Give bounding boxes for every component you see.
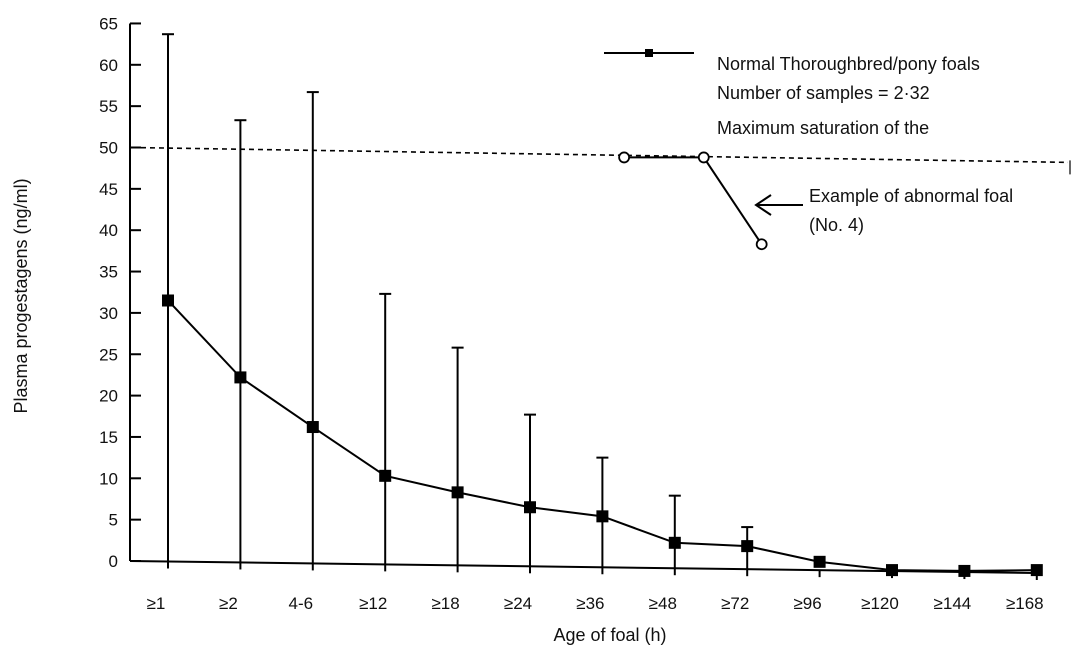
reference-line [131,146,1071,175]
x-tick-label: ≥36 [576,594,604,613]
y-tick-label: 30 [99,304,118,323]
y-tick-label: 65 [99,14,118,33]
x-tick-label: ≥144 [934,594,972,613]
normal-series-point [668,536,681,549]
y-tick-label: 10 [99,469,118,488]
x-tick-label: ≥48 [649,594,677,613]
normal-series-point [451,486,464,499]
normal-series-point [524,501,536,514]
y-axis-title: Plasma progestagens (ng/ml) [11,178,31,413]
x-axis-title: Age of foal (h) [553,625,666,645]
normal-series-point [162,294,174,307]
legend-marker [645,49,653,57]
saturation-reference-line [131,146,1069,164]
y-tick-label: 25 [99,345,118,364]
x-tick-label: ≥120 [861,594,899,613]
y-tick-label: 40 [99,221,118,240]
normal-series-point [1030,564,1043,577]
normal-series-point [234,371,247,384]
x-tick-label: ≥96 [793,594,821,613]
y-tick-label: 50 [99,139,118,158]
normal-series-point [886,564,898,577]
y-tick-label: 5 [109,511,118,530]
x-tick-label: ≥2 [219,594,238,613]
y-tick-label: 35 [99,263,118,282]
x-tick-label: ≥18 [431,594,459,613]
y-tick-label: 60 [99,56,118,75]
normal-series-point [958,564,971,577]
normal-series-point [813,555,826,568]
abnormal-series-point [618,151,631,164]
normal-series-point [379,469,392,482]
x-tick-label: ≥168 [1006,594,1044,613]
legend-saturation-label: Maximum saturation of the [717,118,929,138]
normal-series-point [741,540,754,553]
normal-series-point [596,510,609,523]
x-tick-label: 4-6 [289,594,314,613]
normal-series-point [306,421,319,434]
axes [129,22,1038,581]
annotation-arrow-head [754,194,772,216]
legend-sample-count: Number of samples = 2·32 [717,83,930,103]
x-tick-label: ≥72 [721,594,749,613]
y-tick-label: 45 [99,180,118,199]
abnormal-series-line [624,156,763,245]
abnormal-series-point [697,151,710,164]
abnormal-annotation: Example of abnormal foal (No. 4) [754,186,1013,235]
x-axis-line [129,560,1037,574]
x-tick-label: ≥1 [147,594,166,613]
annotation-line-1: Example of abnormal foal [809,186,1013,206]
annotation-line-2: (No. 4) [809,215,864,235]
markers [162,151,1043,577]
y-tick-label: 55 [99,97,118,116]
x-tick-label: ≥12 [359,594,387,613]
legend-series-label: Normal Thoroughbred/pony foals [717,54,980,74]
tick-labels: 0 5 10 15 20 25 30 35 40 45 50 55 60 65 ≥1 ≥2 4-6 ≥12 ≥18 ≥… [99,14,1044,613]
y-tick-label: 15 [99,428,118,447]
y-tick-label: 20 [99,387,118,406]
legend: Normal Thoroughbred/pony foals Number of… [604,49,980,138]
y-tick-label: 0 [109,552,118,571]
abnormal-series-point [755,238,768,251]
x-tick-label: ≥24 [504,594,532,613]
